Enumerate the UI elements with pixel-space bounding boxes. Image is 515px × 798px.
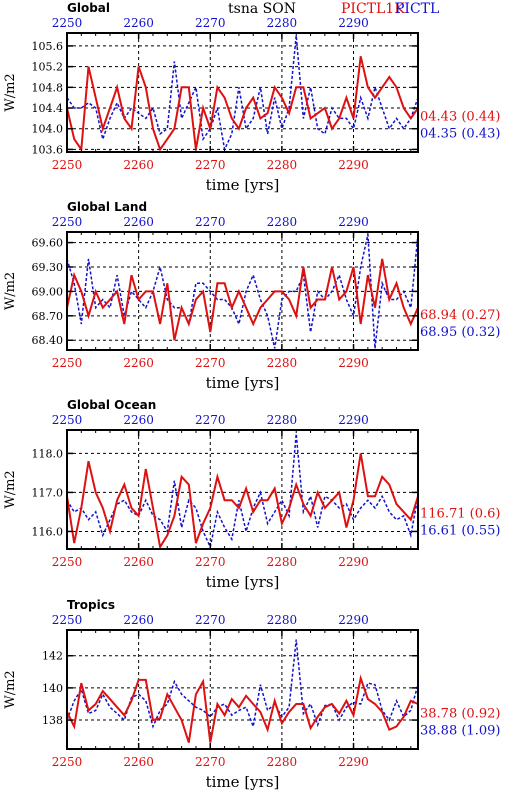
legend-label-pictl1k: PICTL1K [341,1,405,17]
panel-1-annotation-pictl: 04.35 (0.43) [420,127,500,142]
panel-1-ylabel: W/m2 [3,73,18,111]
panel-4-top-xtick-label-2280: 2280 [267,613,298,627]
panel-1-ytick-label-1: 104.0 [32,123,64,136]
panel-4-xtick-label-2290: 2290 [338,755,369,769]
panel-2-ytick-label-1: 68.70 [32,310,64,323]
panel-2-ytick-label-3: 69.30 [32,261,64,274]
panel-4-xlabel: time [yrs] [206,773,280,791]
panel-1-top-xtick-label-2290: 2290 [338,16,369,30]
panel-4-top-xtick-label-2250: 2250 [52,613,83,627]
panel-2-ytick-label-2: 69.00 [32,285,64,298]
panel-2-ytick-label-0: 68.40 [32,334,64,347]
panel-2-xtick-label-2250: 2250 [52,356,83,370]
panel-3-annotation-pictl1k: 116.71 (0.6) [420,507,500,522]
panel-4-top-xtick-label-2290: 2290 [338,613,369,627]
panel-4-ytick-label-1: 140 [42,682,63,695]
panel-2-top-xtick-label-2280: 2280 [267,215,298,229]
panel-3-xlabel: time [yrs] [206,573,280,591]
panel-1-ytick-label-3: 104.8 [32,81,64,94]
panel-1-xtick-label-2250: 2250 [52,158,83,172]
panel-2-xlabel: time [yrs] [206,374,280,392]
panel-2-xtick-label-2260: 2260 [123,356,154,370]
panel-3-xtick-label-2290: 2290 [338,555,369,569]
figure-title: tsna SON [228,1,296,17]
panel-2-xtick-label-2290: 2290 [338,356,369,370]
panel-1-ytick-label-0: 103.6 [32,143,64,156]
panel-3-ytick-label-2: 118.0 [32,447,64,460]
panel-1-title: Global [67,1,110,15]
panel-4-ylabel: W/m2 [3,670,18,708]
panel-3-frame [66,429,419,550]
panel-4-xtick-label-2270: 2270 [195,755,226,769]
panel-2-annotation-pictl1k: 68.94 (0.27) [420,308,500,323]
panel-1-ytick-label-2: 104.4 [32,102,64,115]
panel-1-xtick-label-2260: 2260 [123,158,154,172]
panel-2-ylabel: W/m2 [3,272,18,310]
panel-1-annotation-pictl1k: 04.43 (0.44) [420,110,500,125]
panel-4-title: Tropics [67,598,115,612]
panel-1-ytick-label-4: 105.2 [32,61,64,74]
panel-1-xtick-label-2280: 2280 [267,158,298,172]
panel-3-series-pictl1k [66,453,419,550]
panel-3-top-xtick-label-2260: 2260 [123,413,154,427]
panel-3-xtick-label-2260: 2260 [123,555,154,569]
panel-2-top-xtick-label-2290: 2290 [338,215,369,229]
panel-4-annotation-pictl1k: 38.78 (0.92) [420,707,500,722]
panel-4-ytick-label-2: 142 [42,650,63,663]
panel-2-top-xtick-label-2270: 2270 [195,215,226,229]
panel-4-series-pictl [66,639,419,730]
panel-2-top-xtick-label-2260: 2260 [123,215,154,229]
panel-1-ytick-label-5: 105.6 [32,40,64,53]
panel-4-xtick-label-2260: 2260 [123,755,154,769]
panel-4-annotation-pictl: 38.88 (1.09) [420,724,500,739]
panel-3-ytick-label-1: 117.0 [32,486,64,499]
panel-3-xtick-label-2250: 2250 [52,555,83,569]
panel-1-top-xtick-label-2250: 2250 [52,16,83,30]
panel-2-annotation-pictl: 68.95 (0.32) [420,325,500,340]
panel-3-ylabel: W/m2 [3,470,18,508]
panel-2-xtick-label-2280: 2280 [267,356,298,370]
panel-1-xtick-label-2270: 2270 [195,158,226,172]
panel-3-xtick-label-2270: 2270 [195,555,226,569]
panel-2-top-xtick-label-2250: 2250 [52,215,83,229]
panel-2-xtick-label-2270: 2270 [195,356,226,370]
panel-3-series-pictl [66,433,419,550]
panel-1-series-pictl1k [66,56,419,153]
panel-3-annotation-pictl: 16.61 (0.55) [420,524,500,539]
panel-3-xtick-label-2280: 2280 [267,555,298,569]
legend-label-pictl: PICTL [395,1,439,17]
panel-4-top-xtick-label-2260: 2260 [123,613,154,627]
panel-4-xtick-label-2250: 2250 [52,755,83,769]
panel-3-top-xtick-label-2280: 2280 [267,413,298,427]
panel-3-top-xtick-label-2250: 2250 [52,413,83,427]
panel-4-frame [66,629,419,750]
panel-3-top-xtick-label-2290: 2290 [338,413,369,427]
panel-1-top-xtick-label-2260: 2260 [123,16,154,30]
panel-2-series-pictl1k [66,258,419,341]
panel-1-frame [66,32,419,153]
panel-4-ytick-label-0: 138 [42,714,63,727]
panel-3-ytick-label-0: 116.0 [32,525,64,538]
panel-1-series-pictl [66,35,419,152]
panel-4-top-xtick-label-2270: 2270 [195,613,226,627]
panel-3-top-xtick-label-2270: 2270 [195,413,226,427]
panel-1-xtick-label-2290: 2290 [338,158,369,172]
panel-3-title: Global Ocean [67,398,156,412]
panel-2-title: Global Land [67,200,147,214]
panel-2-ytick-label-4: 69.60 [32,237,64,250]
panel-1-xlabel: time [yrs] [206,176,280,194]
panel-4-series-pictl1k [66,674,419,743]
panel-4-xtick-label-2280: 2280 [267,755,298,769]
panel-1-top-xtick-label-2280: 2280 [267,16,298,30]
panel-1-top-xtick-label-2270: 2270 [195,16,226,30]
